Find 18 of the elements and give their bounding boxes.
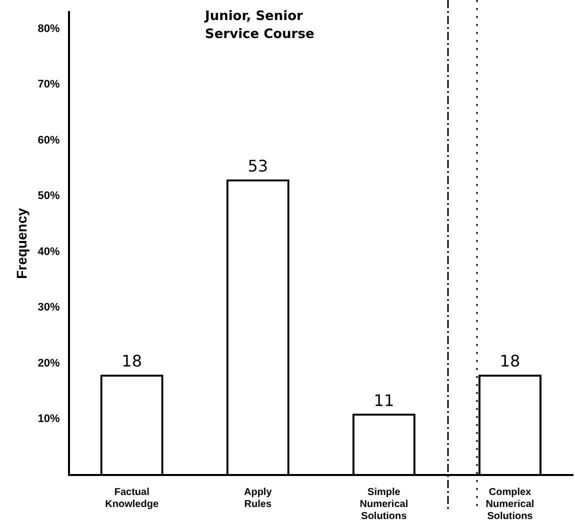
data-label: 18 [122,352,142,371]
y-tick-label: 20% [38,357,60,370]
y-tick-label: 30% [38,302,60,314]
y-tick-label: 40% [38,246,60,258]
x-tick-label: Apply Rules [244,486,272,510]
data-label: 53 [248,156,268,176]
data-label: 18 [500,352,520,371]
y-tick-label: 10% [38,413,60,426]
y-tick-label: 80% [38,22,60,35]
x-tick-label: Factual Knowledge [105,486,159,510]
data-label: 11 [374,390,394,410]
y-tick-label: 60% [38,134,60,146]
text: Junior, Senior Service Course [204,8,314,42]
y-tick-label: 70% [38,78,60,91]
y-axis-title: Frequency [13,208,30,279]
x-tick-label: Simple Numerical Solutions [360,486,408,522]
y-tick-label: 50% [38,190,60,202]
x-tick-label: Complex Numerical Solutions [486,486,534,522]
